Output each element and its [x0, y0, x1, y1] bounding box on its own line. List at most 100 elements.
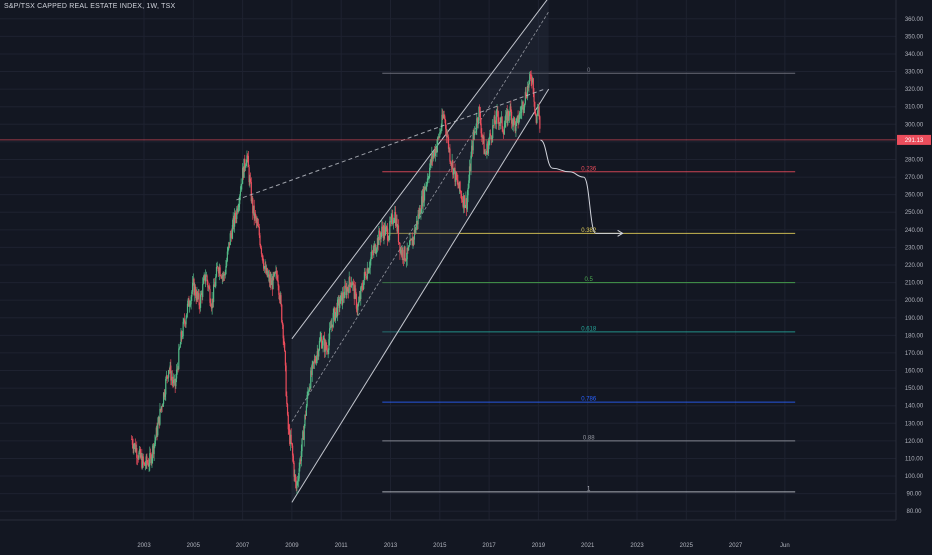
fib-level-label: 0.786	[581, 397, 597, 403]
projection-arrowhead	[617, 229, 624, 237]
candle-body	[249, 178, 251, 183]
price-tick-label: 120.00	[905, 439, 924, 445]
candle-body	[468, 166, 471, 181]
time-tick-label: Jun	[780, 543, 790, 549]
candle-body	[233, 217, 235, 227]
candle-body	[366, 268, 368, 279]
candle-body	[374, 244, 376, 254]
candle-body	[172, 380, 174, 384]
candle-body	[210, 302, 212, 307]
candle-body	[352, 282, 354, 286]
candle-body	[292, 445, 294, 456]
candle-body	[190, 296, 192, 305]
candle-body	[388, 235, 390, 241]
candle-body	[450, 163, 452, 166]
time-tick-label: 2015	[433, 543, 447, 549]
candle-body	[487, 143, 489, 154]
candle-body	[152, 445, 155, 455]
price-tick-label: 330.00	[905, 70, 924, 76]
price-tick-label: 240.00	[905, 228, 924, 234]
candle-body	[428, 176, 430, 179]
candle-body	[413, 237, 415, 240]
candle-body	[383, 226, 385, 239]
candle-body	[349, 277, 351, 283]
candle-body	[157, 423, 159, 436]
price-tick-label: 260.00	[905, 193, 924, 199]
candle-body	[521, 105, 523, 113]
candle-body	[269, 277, 271, 283]
candle-body	[513, 117, 515, 126]
candle-body	[278, 285, 280, 295]
candle-body	[213, 284, 215, 303]
candle-body	[403, 246, 405, 260]
candle-body	[211, 298, 213, 309]
candle-body	[505, 111, 508, 115]
price-tick-label: 160.00	[905, 369, 924, 375]
candle-body	[423, 188, 425, 201]
candle-body	[336, 307, 338, 317]
candle-body	[273, 272, 276, 276]
channel-fill	[291, 0, 549, 503]
candle-body	[173, 379, 176, 380]
candle-body	[505, 114, 507, 123]
candle-body	[533, 93, 535, 102]
candle-body	[379, 236, 381, 240]
candle-body	[481, 135, 484, 139]
candle-body	[331, 324, 334, 327]
resistance-trendline	[236, 88, 545, 201]
candle-body	[408, 245, 410, 247]
candle-body	[371, 251, 373, 253]
candle-body	[346, 287, 348, 296]
candle-body	[249, 178, 252, 183]
candle-body	[441, 114, 443, 128]
candle-body	[344, 285, 346, 298]
candle-body	[220, 275, 222, 277]
candle-body	[314, 359, 316, 362]
candle-body	[165, 375, 168, 379]
candle-body	[158, 416, 160, 425]
candle-body	[148, 464, 150, 466]
candle-body	[272, 273, 274, 290]
price-tick-label: 190.00	[905, 316, 924, 322]
candle-body	[487, 143, 489, 154]
candle-body	[150, 454, 152, 464]
candle-body	[488, 139, 490, 144]
candle-body	[522, 101, 524, 110]
price-tick-label: 280.00	[905, 157, 924, 163]
candle-body	[170, 365, 172, 381]
candle-body	[195, 295, 197, 300]
fib-level-label: 0	[587, 68, 591, 74]
candle-body	[179, 344, 181, 348]
candle-body	[191, 291, 193, 297]
candle-body	[275, 271, 277, 273]
candle-body	[323, 338, 325, 340]
candle-body	[214, 286, 216, 287]
candle-body	[430, 159, 432, 163]
candle-body	[146, 456, 148, 464]
candle-body	[448, 148, 450, 150]
candle-body	[500, 117, 502, 123]
candle-body	[312, 361, 314, 364]
candle-body	[394, 212, 397, 226]
candle-body	[421, 196, 423, 213]
candle-body	[264, 265, 266, 267]
fib-level-label: 0.618	[581, 326, 597, 332]
candle-body	[280, 295, 282, 305]
parallel-channel	[291, 0, 550, 503]
candle-body	[500, 116, 503, 118]
candle-body	[443, 114, 445, 117]
candle-body	[371, 251, 373, 258]
candle-body	[458, 185, 460, 189]
candle-body	[526, 85, 529, 98]
time-axis: 2003 2005 2007 2009 2011 2013 2015 2017 2019 2021…	[0, 519, 932, 550]
candle-body	[367, 268, 369, 274]
candle-body	[375, 251, 377, 254]
candle-body	[141, 456, 144, 468]
candle-body	[144, 465, 147, 467]
candle-body	[458, 181, 460, 189]
candle-body	[468, 180, 470, 188]
candle-body	[244, 158, 246, 168]
candle-body	[508, 110, 510, 116]
